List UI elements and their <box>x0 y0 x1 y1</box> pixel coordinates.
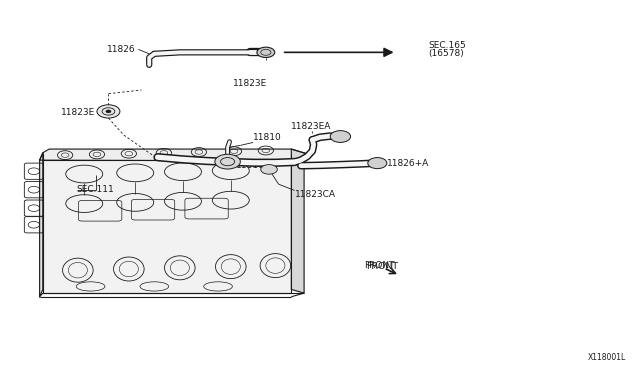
Text: 11826+A: 11826+A <box>387 159 429 169</box>
Circle shape <box>97 105 120 118</box>
Text: 11826: 11826 <box>107 45 135 54</box>
Text: FRONT: FRONT <box>366 262 398 271</box>
Polygon shape <box>40 153 43 297</box>
Text: FRONT: FRONT <box>365 261 395 270</box>
Circle shape <box>260 164 277 174</box>
Circle shape <box>106 110 111 113</box>
Text: 11823EA: 11823EA <box>291 122 332 131</box>
Text: SEC.111: SEC.111 <box>77 185 115 194</box>
Text: 11810E: 11810E <box>236 161 270 170</box>
Circle shape <box>368 158 387 169</box>
Text: 11823E: 11823E <box>233 79 267 88</box>
Polygon shape <box>40 149 306 161</box>
Polygon shape <box>43 160 291 293</box>
Circle shape <box>257 47 275 58</box>
Text: SEC.165: SEC.165 <box>428 41 466 50</box>
Circle shape <box>330 131 351 142</box>
Circle shape <box>215 154 241 169</box>
Text: (16578): (16578) <box>428 49 464 58</box>
Text: X118001L: X118001L <box>588 353 626 362</box>
Polygon shape <box>291 149 306 293</box>
Text: 11823CA: 11823CA <box>294 190 335 199</box>
Text: 11810: 11810 <box>253 134 282 142</box>
Text: 11823E: 11823E <box>61 108 96 117</box>
